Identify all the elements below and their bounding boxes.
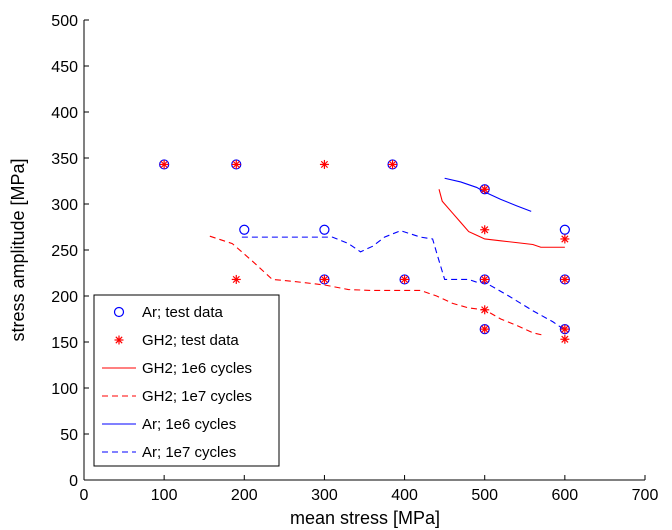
series-markers [159,159,570,344]
y-ticks: 0 50 100 150 200 250 300 350 400 450 500 [51,13,89,490]
y-tick-label: 350 [51,151,78,168]
data-point-star [480,184,490,194]
series-line-ar-1e6-cycles [444,177,532,212]
data-point-circle [239,224,250,235]
y-tick-label: 200 [51,289,78,306]
y-tick-label: 100 [51,381,78,398]
data-point-star [560,274,570,284]
x-tick-label: 500 [471,487,498,504]
x-tick-label: 0 [80,487,89,504]
x-tick-label: 300 [311,487,338,504]
y-tick-label: 400 [51,105,78,122]
y-tick-label: 150 [51,335,78,352]
legend-label: GH2; 1e7 cycles [142,388,252,405]
data-point-star [480,305,490,315]
data-point-star [388,159,398,169]
data-point-star [400,274,410,284]
y-tick-label: 50 [60,427,78,444]
series-line-gh2-1e6-cycles [438,189,565,248]
x-tick-label: 200 [231,487,258,504]
data-point-star [560,234,570,244]
data-point-circle [113,306,125,318]
legend-label: Ar; 1e6 cycles [142,416,236,433]
y-tick-label: 300 [51,197,78,214]
legend-box [93,294,280,467]
data-point-star [319,159,329,169]
legend: Ar; test data GH2; test data GH2; 1e6 cycl… [93,294,280,467]
y-tick-label: 500 [51,13,78,30]
data-point-star [231,274,241,284]
data-point-star [560,324,570,334]
x-tick-label: 600 [552,487,579,504]
x-ticks: 0 100 200 300 400 500 600 700 [80,475,659,504]
y-tick-label: 450 [51,59,78,76]
data-point-star [560,334,570,344]
data-point-star [480,324,490,334]
legend-label: Ar; test data [142,304,224,321]
x-axis-title: mean stress [MPa] [290,508,440,528]
y-tick-label: 0 [69,473,78,490]
x-tick-label: 700 [632,487,659,504]
data-point-star [114,335,124,345]
data-point-star [231,159,241,169]
data-point-star [319,274,329,284]
series-line-ar-1e7-cycles [241,230,566,331]
data-point-circle [319,224,330,235]
y-axis-title: stress amplitude [MPa] [8,158,28,341]
legend-label: GH2; 1e6 cycles [142,360,252,377]
legend-label: Ar; 1e7 cycles [142,444,236,461]
data-point-star [480,274,490,284]
data-point-star [159,159,169,169]
legend-label: GH2; test data [142,332,239,349]
y-tick-label: 250 [51,243,78,260]
data-point-circle [559,224,570,235]
x-tick-label: 100 [151,487,178,504]
series-line-gh2-1e7-cycles [209,235,545,337]
x-tick-label: 400 [391,487,418,504]
data-point-star [480,225,490,235]
